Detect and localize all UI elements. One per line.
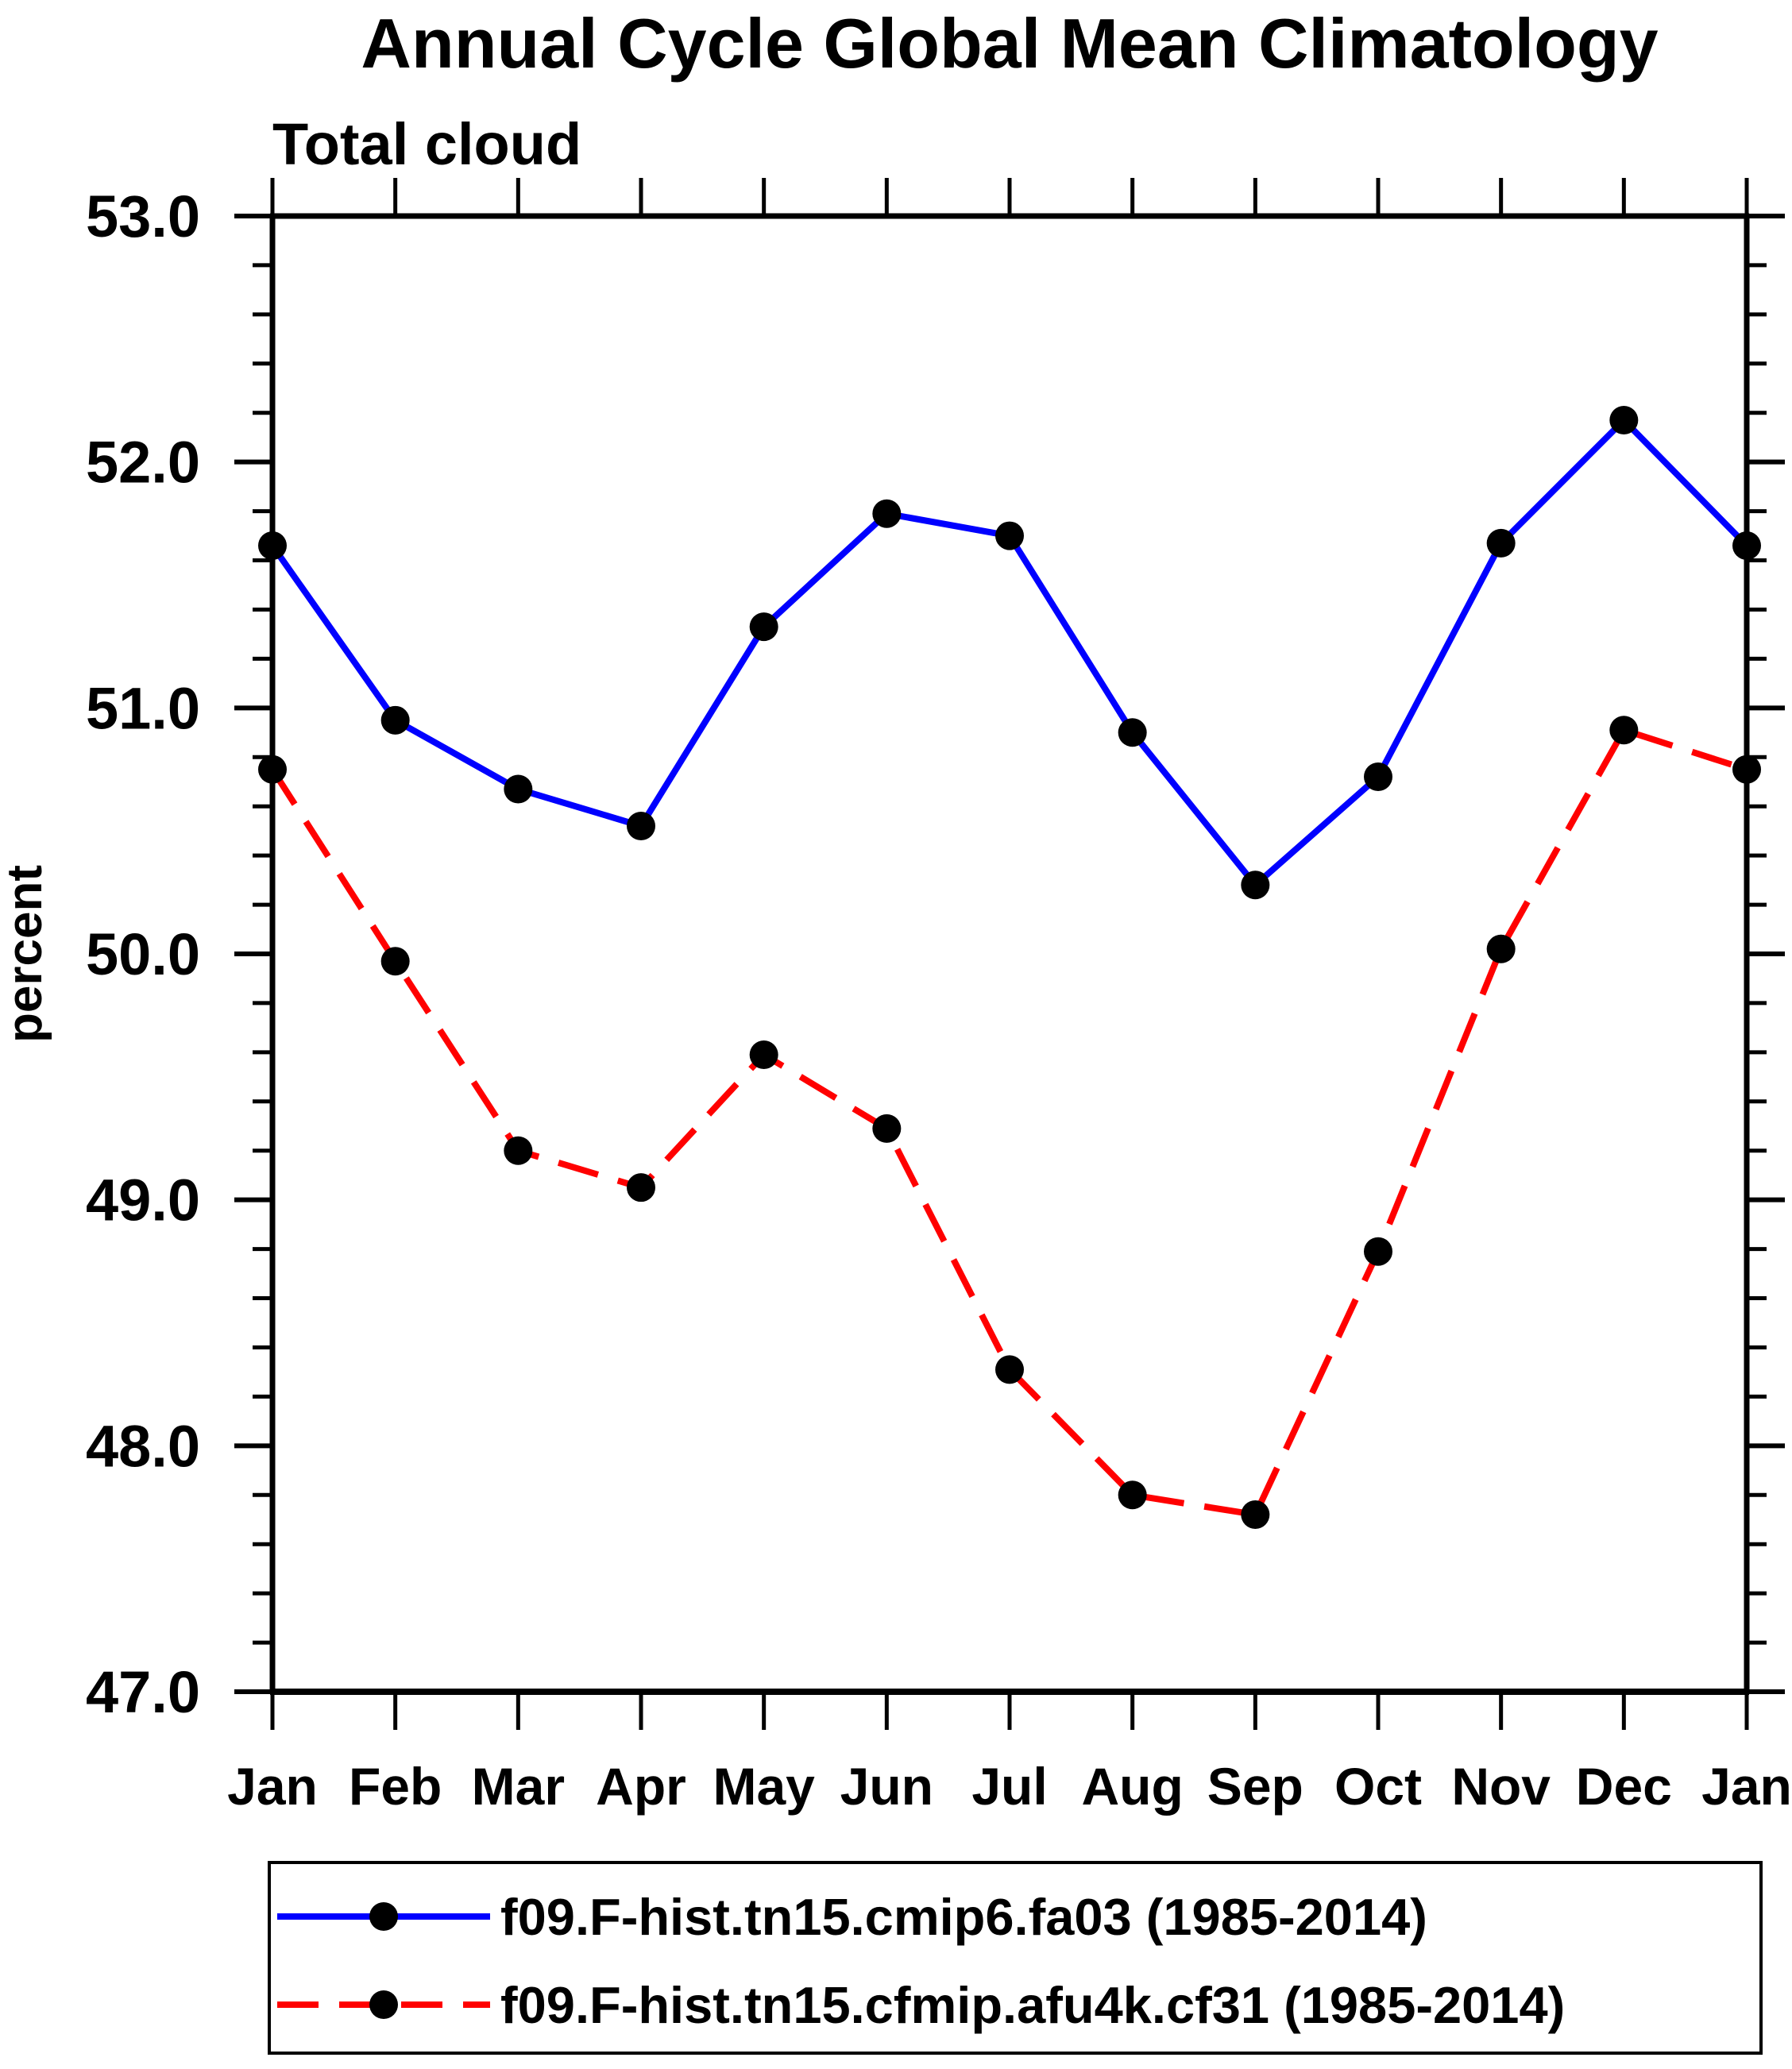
data-point-series0-1 <box>380 705 410 735</box>
data-point-series0-3 <box>627 811 655 840</box>
data-point-series1-3 <box>627 1173 655 1202</box>
y-tick-label: 50.0 <box>86 921 200 987</box>
x-tick-label: Jan <box>1701 1757 1792 1816</box>
x-tick-label: Jul <box>971 1757 1047 1816</box>
data-point-series1-1 <box>380 947 410 976</box>
data-point-series0-8 <box>1241 870 1270 900</box>
data-point-series1-9 <box>1364 1237 1392 1266</box>
data-point-series1-5 <box>872 1114 902 1143</box>
data-point-series0-9 <box>1364 762 1392 792</box>
data-point-series1-2 <box>504 1136 533 1165</box>
y-tick-label: 51.0 <box>86 675 200 741</box>
y-tick-label: 49.0 <box>86 1168 200 1233</box>
legend-sample-marker-1 <box>369 1990 398 2019</box>
data-point-series1-11 <box>1609 716 1639 745</box>
data-point-series0-2 <box>504 774 533 804</box>
y-axis-label: percent <box>0 865 52 1043</box>
legend: f09.F-hist.tn15.cmip6.fa03 (1985-2014) f… <box>268 1861 1763 2055</box>
legend-samples <box>277 1902 490 2019</box>
x-tick-label: Mar <box>472 1757 565 1816</box>
legend-box <box>268 1861 1763 2055</box>
series-plot <box>258 406 1761 1530</box>
data-point-series1-7 <box>1118 1480 1147 1510</box>
data-point-series0-5 <box>872 499 902 528</box>
data-point-series0-0 <box>258 531 287 560</box>
data-point-series0-6 <box>995 521 1024 550</box>
x-tick-label: May <box>713 1757 815 1816</box>
series-line-1 <box>269 726 1748 1519</box>
data-point-series1-8 <box>1241 1500 1270 1530</box>
chart-subtitle: Total cloud <box>272 111 581 177</box>
x-tick-label: Nov <box>1451 1757 1551 1816</box>
legend-label-series-0: f09.F-hist.tn15.cmip6.fa03 (1985-2014) <box>500 1888 1427 1946</box>
x-tick-label: Dec <box>1576 1757 1672 1816</box>
data-point-series0-11 <box>1609 406 1639 435</box>
y-tick-label: 52.0 <box>86 430 200 496</box>
data-point-series0-10 <box>1486 528 1516 558</box>
x-tick-label: Sep <box>1207 1757 1303 1816</box>
data-point-series0-12 <box>1732 531 1761 560</box>
x-tick-label: Feb <box>349 1757 442 1816</box>
data-point-series1-10 <box>1486 934 1516 963</box>
chart-title: Annual Cycle Global Mean Climatology <box>361 4 1658 83</box>
data-point-series1-12 <box>1732 755 1761 784</box>
x-tick-label: Oct <box>1334 1757 1422 1816</box>
data-point-series1-4 <box>749 1040 778 1069</box>
x-tick-label: Apr <box>596 1757 686 1816</box>
y-tick-label: 47.0 <box>86 1659 200 1725</box>
data-point-series0-7 <box>1118 718 1147 747</box>
x-tick-label: Jan <box>227 1757 318 1816</box>
data-point-series0-4 <box>749 612 778 642</box>
series-line-0 <box>269 415 1749 890</box>
x-tick-label: Jun <box>840 1757 933 1816</box>
x-tick-label: Aug <box>1082 1757 1184 1816</box>
y-tick-label: 53.0 <box>86 183 200 249</box>
y-tick-label: 48.0 <box>86 1413 200 1479</box>
legend-sample-marker-0 <box>369 1902 398 1931</box>
data-point-series1-6 <box>995 1355 1024 1384</box>
axes: 47.0 48.0 49.0 50.0 51.0 52.0 53.0 Jan Feb Mar Apr… <box>86 178 1792 1816</box>
data-point-series1-0 <box>258 755 287 784</box>
legend-label-series-1: f09.F-hist.tn15.cfmip.afu4k.cf31 (1985-2… <box>500 1976 1565 2034</box>
